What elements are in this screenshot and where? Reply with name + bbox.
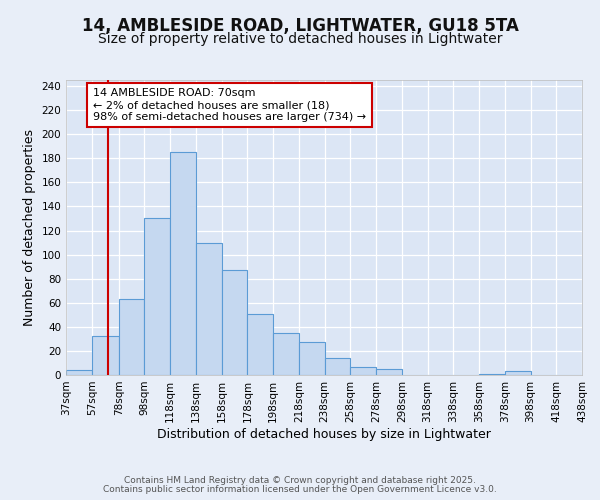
Bar <box>350 366 376 375</box>
Text: Size of property relative to detached houses in Lightwater: Size of property relative to detached ho… <box>98 32 502 46</box>
Bar <box>222 270 247 375</box>
Bar <box>325 358 350 375</box>
Text: 14 AMBLESIDE ROAD: 70sqm
← 2% of detached houses are smaller (18)
98% of semi-de: 14 AMBLESIDE ROAD: 70sqm ← 2% of detache… <box>93 88 366 122</box>
Y-axis label: Number of detached properties: Number of detached properties <box>23 129 36 326</box>
Bar <box>505 372 530 375</box>
Text: Contains public sector information licensed under the Open Government Licence v3: Contains public sector information licen… <box>103 485 497 494</box>
Bar <box>170 152 196 375</box>
Bar <box>196 242 222 375</box>
Bar <box>479 374 505 375</box>
Bar <box>247 314 273 375</box>
Bar <box>145 218 170 375</box>
Bar <box>376 369 402 375</box>
Bar <box>92 336 119 375</box>
Bar <box>273 333 299 375</box>
Bar <box>299 342 325 375</box>
X-axis label: Distribution of detached houses by size in Lightwater: Distribution of detached houses by size … <box>157 428 491 440</box>
Bar <box>119 299 145 375</box>
Text: Contains HM Land Registry data © Crown copyright and database right 2025.: Contains HM Land Registry data © Crown c… <box>124 476 476 485</box>
Bar <box>66 370 92 375</box>
Text: 14, AMBLESIDE ROAD, LIGHTWATER, GU18 5TA: 14, AMBLESIDE ROAD, LIGHTWATER, GU18 5TA <box>82 18 518 36</box>
